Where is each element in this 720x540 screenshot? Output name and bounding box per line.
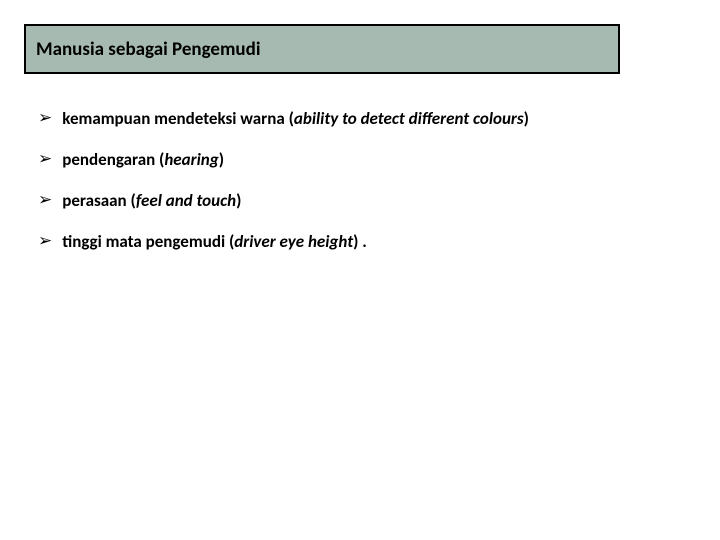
bullet-text-segment: feel and touch [136, 190, 236, 211]
bullet-text-segment: ) . [353, 231, 367, 252]
chevron-bullet-icon: ➢ [38, 231, 52, 251]
bullet-text-segment: ability to detect different colours [294, 108, 524, 129]
bullet-item: ➢ pendengaran (hearing) [38, 149, 688, 170]
bullet-list: ➢ kemampuan mendeteksi warna (ability to … [38, 108, 688, 272]
bullet-text-segment: perasaan ( [62, 190, 136, 211]
slide-title: Manusia sebagai Pengemudi [36, 38, 261, 61]
bullet-text-segment: tinggi mata pengemudi ( [62, 231, 234, 252]
bullet-text: pendengaran (hearing) [62, 149, 688, 170]
chevron-bullet-icon: ➢ [38, 108, 52, 128]
bullet-text-segment: kemampuan mendeteksi warna ( [62, 108, 294, 129]
bullet-text-segment: ) [236, 190, 241, 211]
bullet-text: perasaan (feel and touch) [62, 190, 688, 211]
slide-title-box: Manusia sebagai Pengemudi [24, 24, 620, 74]
bullet-text: tinggi mata pengemudi (driver eye height… [62, 231, 688, 252]
bullet-text-segment: pendengaran ( [62, 149, 164, 170]
bullet-text-segment: driver eye height [234, 231, 353, 252]
bullet-text: kemampuan mendeteksi warna (ability to d… [62, 108, 688, 129]
bullet-text-segment: hearing [164, 149, 218, 170]
bullet-item: ➢ kemampuan mendeteksi warna (ability to … [38, 108, 688, 129]
bullet-item: ➢ perasaan (feel and touch) [38, 190, 688, 211]
bullet-text-segment: ) [524, 108, 529, 129]
chevron-bullet-icon: ➢ [38, 149, 52, 169]
bullet-text-segment: ) [219, 149, 224, 170]
chevron-bullet-icon: ➢ [38, 190, 52, 210]
bullet-item: ➢ tinggi mata pengemudi (driver eye heigh… [38, 231, 688, 252]
